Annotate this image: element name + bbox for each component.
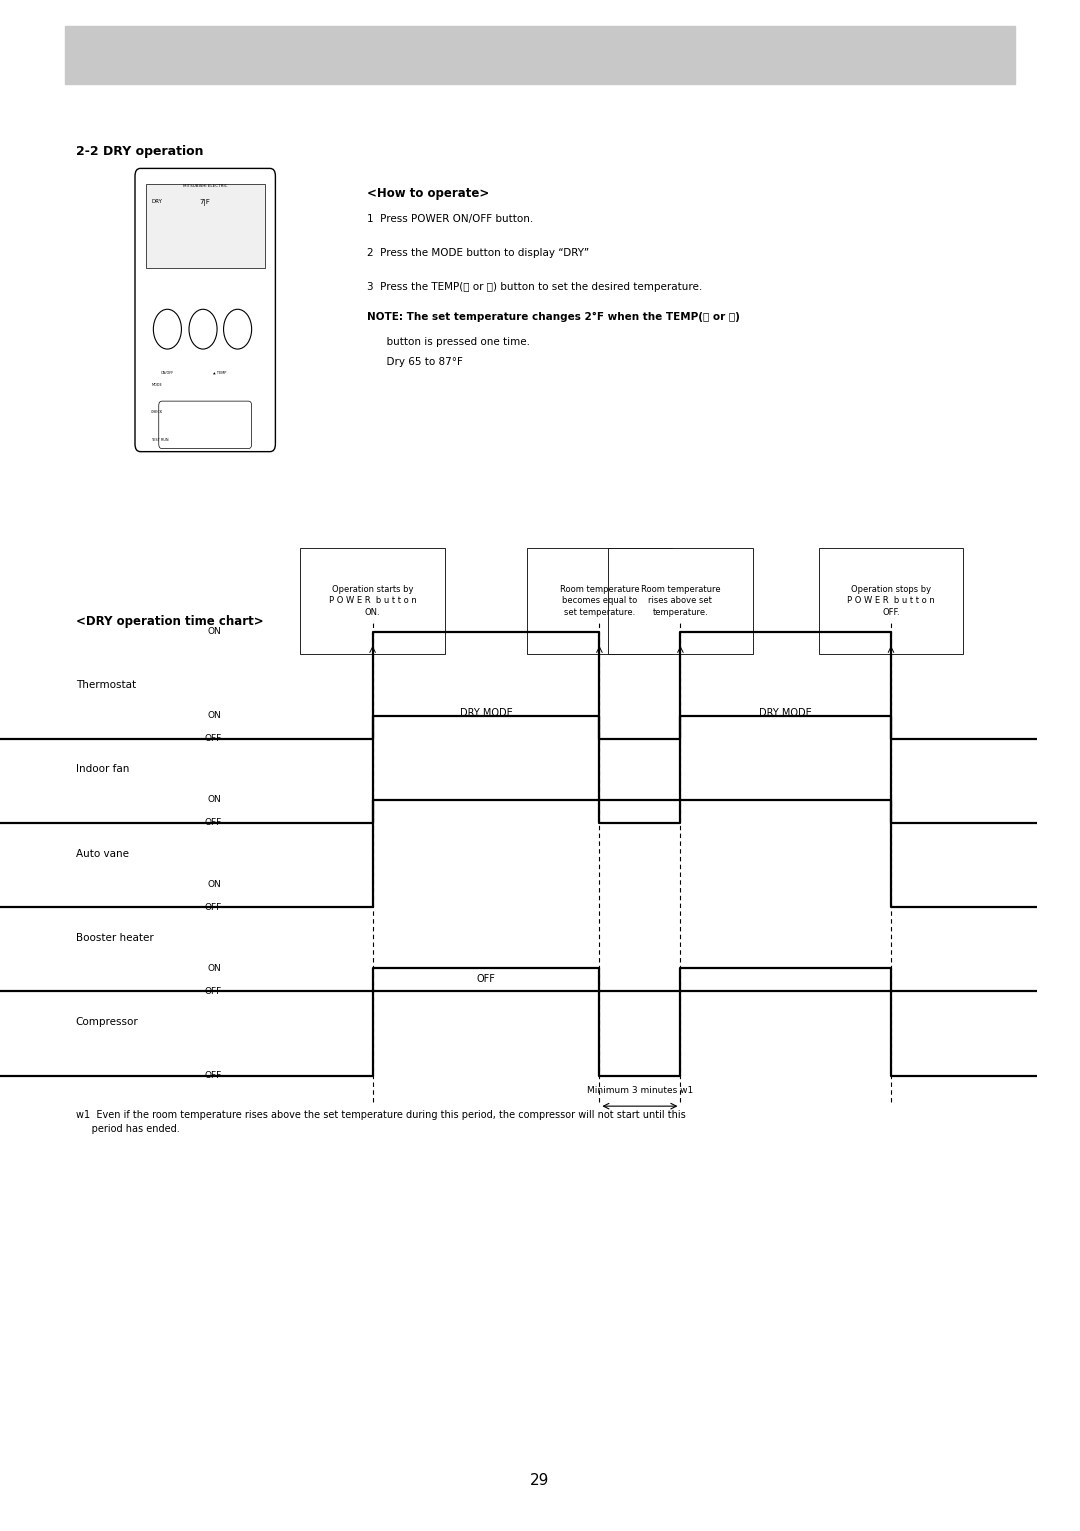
Text: TEST RUN: TEST RUN	[151, 438, 168, 442]
Text: MODE: MODE	[151, 383, 162, 387]
FancyBboxPatch shape	[819, 548, 963, 654]
Text: Booster heater: Booster heater	[76, 932, 153, 943]
Text: NOTE: The set temperature changes 2°F when the TEMP(ⓘ or ⓙ): NOTE: The set temperature changes 2°F wh…	[367, 312, 740, 323]
Text: OFF: OFF	[204, 1072, 221, 1079]
FancyBboxPatch shape	[146, 184, 265, 268]
Text: Minimum 3 minutes w1: Minimum 3 minutes w1	[586, 1087, 693, 1096]
Text: ON: ON	[207, 880, 221, 888]
Text: ON: ON	[207, 965, 221, 972]
Text: Thermostat: Thermostat	[76, 680, 136, 690]
Text: 2  Press the MODE button to display “DRY”: 2 Press the MODE button to display “DRY”	[367, 248, 590, 259]
Text: ON: ON	[207, 628, 221, 635]
Text: <How to operate>: <How to operate>	[367, 187, 489, 199]
FancyBboxPatch shape	[159, 401, 252, 449]
FancyBboxPatch shape	[527, 548, 672, 654]
Text: OFF: OFF	[204, 819, 221, 827]
Text: ON/OFF: ON/OFF	[161, 371, 174, 375]
Text: 3  Press the TEMP(ⓘ or ⓙ) button to set the desired temperature.: 3 Press the TEMP(ⓘ or ⓙ) button to set t…	[367, 282, 702, 292]
Text: ON: ON	[207, 712, 221, 720]
Text: Auto vane: Auto vane	[76, 848, 129, 859]
Text: Operation stops by
P O W E R  b u t t o n
OFF.: Operation stops by P O W E R b u t t o n…	[847, 585, 935, 617]
Text: <DRY operation time chart>: <DRY operation time chart>	[76, 615, 264, 628]
Text: w1  Even if the room temperature rises above the set temperature during this per: w1 Even if the room temperature rises ab…	[76, 1110, 686, 1134]
Text: Compressor: Compressor	[76, 1017, 138, 1027]
Text: DRY: DRY	[151, 199, 162, 204]
Text: ON: ON	[207, 796, 221, 804]
Text: CHECK: CHECK	[151, 410, 163, 415]
FancyBboxPatch shape	[135, 168, 275, 452]
Text: OFF: OFF	[204, 735, 221, 743]
Text: Room temperature
rises above set
temperature.: Room temperature rises above set tempera…	[640, 585, 720, 617]
Text: OFF: OFF	[204, 903, 221, 911]
Text: Operation starts by
P O W E R  b u t t o n
ON.: Operation starts by P O W E R b u t t o …	[328, 585, 417, 617]
Text: OFF: OFF	[204, 987, 221, 995]
Text: OFF: OFF	[476, 974, 496, 984]
Text: 7|F: 7|F	[200, 199, 211, 207]
Text: Room temperature
becomes equal to
set temperature.: Room temperature becomes equal to set te…	[559, 585, 639, 617]
Text: button is pressed one time.: button is pressed one time.	[367, 337, 530, 348]
Text: 1  Press POWER ON/OFF button.: 1 Press POWER ON/OFF button.	[367, 214, 534, 225]
Text: Indoor fan: Indoor fan	[76, 764, 129, 775]
Text: 29: 29	[530, 1473, 550, 1488]
FancyBboxPatch shape	[300, 548, 445, 654]
Text: Dry 65 to 87°F: Dry 65 to 87°F	[367, 357, 463, 367]
Text: DRY MODE: DRY MODE	[460, 707, 512, 718]
Text: 2-2 DRY operation: 2-2 DRY operation	[76, 145, 203, 158]
Text: ▲ TEMP: ▲ TEMP	[213, 371, 226, 375]
FancyBboxPatch shape	[608, 548, 753, 654]
FancyBboxPatch shape	[65, 26, 1015, 84]
Text: DRY MODE: DRY MODE	[759, 707, 812, 718]
Text: MITSUBISHI ELECTRIC: MITSUBISHI ELECTRIC	[183, 184, 228, 188]
